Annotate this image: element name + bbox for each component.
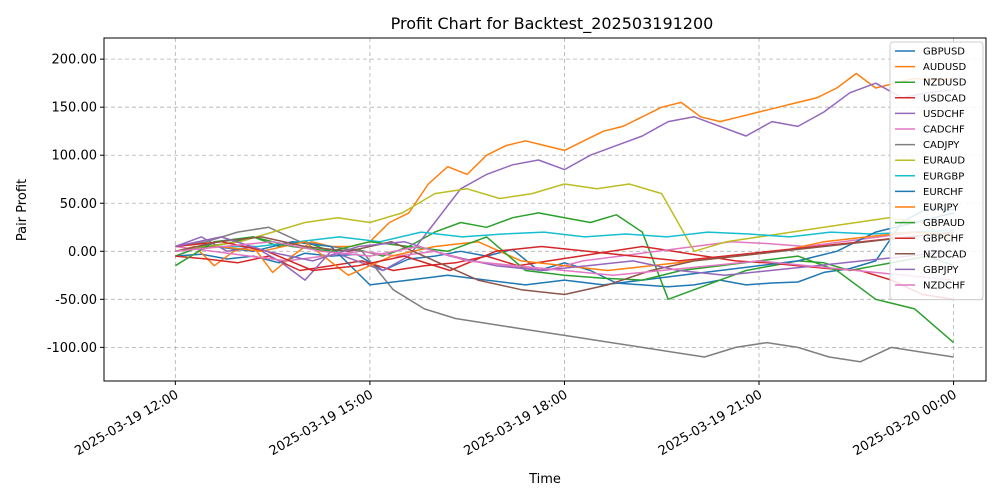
series-line-gbpjpy — [175, 236, 954, 277]
y-tick-label: 200.00 — [52, 53, 98, 68]
chart-title: Profit Chart for Backtest_202503191200 — [391, 14, 714, 34]
legend-label: EURAUD — [923, 156, 965, 167]
legend-label: GBPJPY — [923, 265, 959, 276]
series-line-eurchf — [175, 212, 954, 286]
series-lines — [174, 72, 955, 363]
legend-label: AUDUSD — [923, 62, 967, 73]
legend-label: NZDCAD — [923, 249, 967, 260]
x-axis-ticks: 2025-03-19 12:00 2025-03-19 15:00 2025-03-… — [72, 381, 960, 459]
x-tick-label: 2025-03-20 00:00 — [851, 387, 960, 459]
series-line-euraud — [175, 183, 954, 253]
y-tick-label: 100.00 — [52, 149, 98, 164]
x-tick-label: 2025-03-19 15:00 — [267, 387, 376, 459]
x-tick-label: 2025-03-19 12:00 — [72, 387, 181, 459]
x-tick-label: 2025-03-19 18:00 — [461, 387, 570, 459]
series-line-usdchf — [175, 82, 954, 281]
legend-label: GBPAUD — [923, 218, 965, 229]
series-line-eurgbp — [175, 229, 954, 253]
y-tick-label: -100.00 — [47, 341, 97, 356]
legend-label: GBPCHF — [923, 234, 964, 245]
legend-label: NZDUSD — [923, 78, 967, 89]
legend-label: USDCHF — [923, 109, 965, 120]
legend-label: CADJPY — [923, 140, 960, 151]
y-tick-label: -50.00 — [55, 293, 97, 308]
y-axis-ticks: -100.00 -50.00 0.00 50.00 100.00 150.00 200.00 — [47, 53, 104, 356]
series-line-gbpchf — [175, 231, 954, 272]
series-line-nzdchf — [175, 240, 954, 281]
legend-label: EURCHF — [923, 187, 964, 198]
legend: GBPUSD AUDUSD NZDUSD USDCAD USDCHF CADCHF CADJ… — [889, 41, 984, 301]
plot-frame — [103, 37, 987, 382]
grid — [104, 38, 986, 381]
x-axis-label: Time — [528, 472, 561, 487]
legend-label: NZDCHF — [923, 281, 966, 292]
y-tick-label: 0.00 — [68, 245, 97, 260]
x-tick-label: 2025-03-19 21:00 — [656, 387, 765, 459]
y-axis-label: Pair Profit — [15, 179, 30, 241]
series-line-usdcad — [175, 245, 954, 301]
legend-label: EURJPY — [923, 203, 959, 214]
series-line-eurjpy — [175, 231, 954, 277]
legend-box — [889, 41, 984, 301]
legend-label: CADCHF — [923, 125, 965, 136]
legend-label: EURGBP — [923, 171, 964, 182]
series-line-gbpusd — [175, 207, 954, 288]
legend-label: USDCAD — [923, 93, 966, 104]
y-tick-label: 50.00 — [60, 197, 97, 212]
y-tick-label: 150.00 — [52, 101, 98, 116]
legend-label: GBPUSD — [923, 47, 965, 58]
series-line-nzdcad — [175, 231, 954, 296]
